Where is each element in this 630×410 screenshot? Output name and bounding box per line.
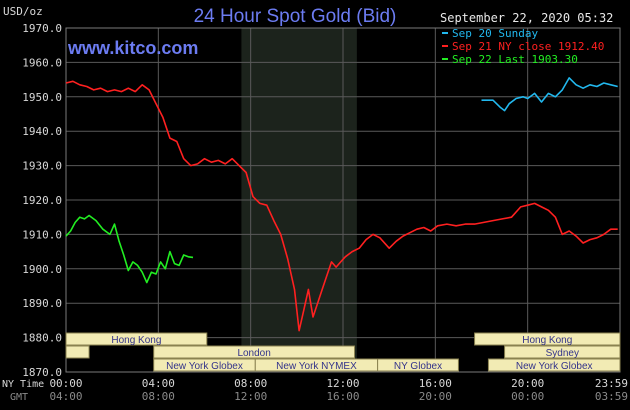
x-tick-label-gmt: 03:59	[595, 390, 628, 403]
session-bar-label: New York Globex	[516, 361, 593, 372]
y-tick-label: 1880.0	[22, 332, 62, 345]
session-bar: Sydney	[504, 345, 621, 359]
x-tick-label-ny: 08:00	[234, 377, 267, 390]
session-bar-label: Hong Kong	[522, 335, 572, 346]
session-bar-rect	[65, 332, 208, 346]
session-bar: NY Globex	[377, 358, 459, 372]
x-tick-label-gmt: 08:00	[142, 390, 175, 403]
session-bar: London	[153, 345, 356, 359]
session-bar-rect	[377, 358, 459, 372]
series-line-0	[481, 77, 618, 112]
timestamp: September 22, 2020 05:32	[440, 11, 613, 25]
plot-border	[65, 27, 621, 373]
session-bar-label: Sydney	[546, 348, 579, 359]
session-bar-label: New York Globex	[166, 361, 243, 372]
x-tick-label-ny: 20:00	[511, 377, 544, 390]
session-bar-label: London	[237, 348, 270, 359]
y-tick-label: 1950.0	[22, 91, 62, 104]
x-tick-label-ny: 16:00	[419, 377, 452, 390]
y-tick-label: 1910.0	[22, 228, 62, 241]
y-tick-label: 1960.0	[22, 56, 62, 69]
y-tick-labels: 1970.0 1960.0 1950.0 1940.0 1930.0 1920.0 1910…	[22, 22, 62, 379]
y-tick-label: 1970.0	[22, 22, 62, 35]
y-tick-label: 1920.0	[22, 194, 62, 207]
x-tick-label-gmt: 20:00	[419, 390, 452, 403]
x-tick-label-gmt: 00:00	[511, 390, 544, 403]
trading-sessions: Hong Kong Hong Kong London Sydney New York G…	[65, 332, 621, 372]
legend-entry-last: Sep 22 Last 1903.30	[452, 53, 578, 66]
x-axis-row2-label: GMT	[10, 392, 28, 403]
legend: Sep 20 Sunday Sep 21 NY close 1912.40 Se…	[442, 27, 604, 66]
session-bar-rect	[153, 345, 356, 359]
session-bar: New York Globex	[487, 358, 621, 372]
x-tick-label-gmt: 12:00	[234, 390, 267, 403]
session-bar-label: New York NYMEX	[276, 361, 357, 372]
y-tick-label: 1870.0	[22, 366, 62, 379]
watermark: www.kitco.com	[67, 38, 198, 58]
x-tick-label-gmt: 16:00	[326, 390, 359, 403]
session-bar-rect	[474, 332, 621, 346]
chart-title: 24 Hour Spot Gold (Bid)	[194, 6, 397, 27]
y-tick-label: 1940.0	[22, 125, 62, 138]
y-axis-label: USD/oz	[3, 5, 43, 18]
x-tick-label-ny: 04:00	[142, 377, 175, 390]
y-tick-label: 1890.0	[22, 297, 62, 310]
legend-entry-ny-close: Sep 21 NY close 1912.40	[452, 40, 604, 53]
series-line-2	[65, 214, 194, 284]
x-tick-label-gmt: 04:00	[49, 390, 82, 403]
series-layer	[65, 77, 618, 332]
session-bar-rect	[504, 345, 621, 359]
session-bar: Hong Kong	[65, 332, 208, 346]
x-tick-label-ny: 23:59	[595, 377, 628, 390]
session-bar	[65, 345, 90, 359]
session-bar: New York NYMEX	[254, 358, 379, 372]
x-tick-label-ny: 12:00	[326, 377, 359, 390]
session-bar-label: Hong Kong	[111, 335, 161, 346]
x-axis-row1-label: NY Time	[2, 379, 44, 390]
session-bar-rect	[65, 345, 90, 359]
series-line-1	[65, 80, 618, 332]
legend-entry-sunday: Sep 20 Sunday	[452, 27, 538, 40]
x-tick-label-ny: 00:00	[49, 377, 82, 390]
session-bar-label: NY Globex	[394, 361, 442, 372]
session-bar: New York Globex	[153, 358, 256, 372]
y-tick-label: 1930.0	[22, 160, 62, 173]
y-tick-label: 1900.0	[22, 263, 62, 276]
x-tick-labels: 00:00 04:00 08:00 12:00 16:00 20:00 23:5904:00…	[49, 377, 628, 403]
session-bar-rect	[487, 358, 621, 372]
session-bar: Hong Kong	[474, 332, 621, 346]
